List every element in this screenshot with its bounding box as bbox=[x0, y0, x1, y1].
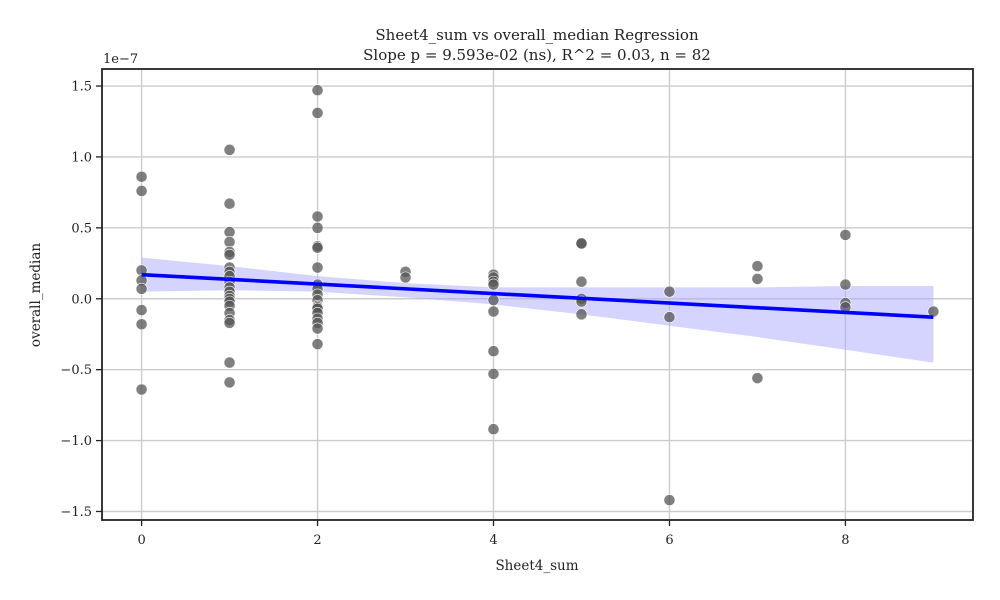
data-point bbox=[487, 294, 500, 307]
data-point bbox=[663, 311, 676, 324]
scatter-points bbox=[135, 84, 940, 507]
regression-line-layer bbox=[141, 272, 934, 319]
data-point bbox=[487, 368, 500, 380]
x-tick-label: 0 bbox=[137, 533, 145, 548]
y-tick-label: −1.0 bbox=[60, 434, 92, 449]
data-point bbox=[311, 84, 324, 97]
data-point bbox=[311, 322, 324, 335]
regression-line bbox=[141, 272, 934, 319]
data-point bbox=[487, 305, 500, 318]
y-tick-label: 0.5 bbox=[71, 221, 92, 236]
data-point bbox=[751, 372, 764, 385]
data-point bbox=[575, 308, 588, 321]
chart-subtitle: Slope p = 9.593e-02 (ns), R^2 = 0.03, n … bbox=[363, 46, 711, 64]
x-tick-label: 8 bbox=[841, 533, 849, 548]
data-point bbox=[311, 338, 324, 351]
data-point bbox=[663, 494, 676, 507]
data-point bbox=[487, 345, 500, 358]
data-point bbox=[663, 285, 676, 298]
y-axis-ticks: −1.5 −1.0 −0.5 0.0 0.5 1.0 1.5 bbox=[60, 80, 102, 520]
data-point bbox=[135, 170, 148, 183]
y-scale-offset-label: 1e−7 bbox=[103, 52, 138, 67]
y-tick-label: 1.5 bbox=[71, 80, 92, 95]
x-axis-ticks: 0 2 4 6 8 bbox=[137, 520, 850, 548]
data-point bbox=[223, 197, 236, 210]
data-point bbox=[839, 229, 852, 241]
data-point bbox=[311, 261, 324, 274]
x-tick-label: 4 bbox=[489, 533, 497, 548]
data-point bbox=[487, 423, 500, 436]
x-tick-label: 2 bbox=[313, 533, 321, 548]
data-point bbox=[223, 143, 236, 156]
data-point bbox=[135, 304, 148, 317]
x-tick-label: 6 bbox=[665, 533, 673, 548]
data-point bbox=[135, 282, 148, 295]
data-point bbox=[311, 241, 324, 254]
data-point bbox=[311, 107, 324, 119]
data-point bbox=[399, 271, 412, 284]
data-point bbox=[575, 275, 588, 288]
data-point bbox=[839, 278, 852, 291]
data-point bbox=[223, 226, 236, 238]
data-point bbox=[223, 376, 236, 389]
data-point bbox=[487, 278, 500, 291]
data-point bbox=[751, 260, 764, 273]
chart-title: Sheet4_sum vs overall_median Regression bbox=[375, 26, 699, 44]
data-point bbox=[223, 248, 236, 261]
y-axis-label: overall_median bbox=[28, 243, 44, 347]
y-tick-label: −1.5 bbox=[60, 505, 92, 520]
data-point bbox=[751, 272, 764, 285]
data-point bbox=[223, 316, 236, 329]
data-point bbox=[135, 383, 148, 396]
data-point bbox=[575, 237, 588, 250]
data-point bbox=[135, 185, 148, 197]
data-point bbox=[311, 221, 324, 234]
y-tick-label: 1.0 bbox=[71, 150, 92, 165]
data-point bbox=[223, 236, 236, 248]
y-tick-label: 0.0 bbox=[71, 292, 92, 307]
data-point bbox=[135, 318, 148, 331]
x-axis-label: Sheet4_sum bbox=[495, 558, 578, 574]
data-point bbox=[311, 210, 324, 223]
plot-frame bbox=[101, 68, 974, 521]
data-point bbox=[223, 356, 236, 369]
y-tick-label: −0.5 bbox=[60, 363, 92, 378]
